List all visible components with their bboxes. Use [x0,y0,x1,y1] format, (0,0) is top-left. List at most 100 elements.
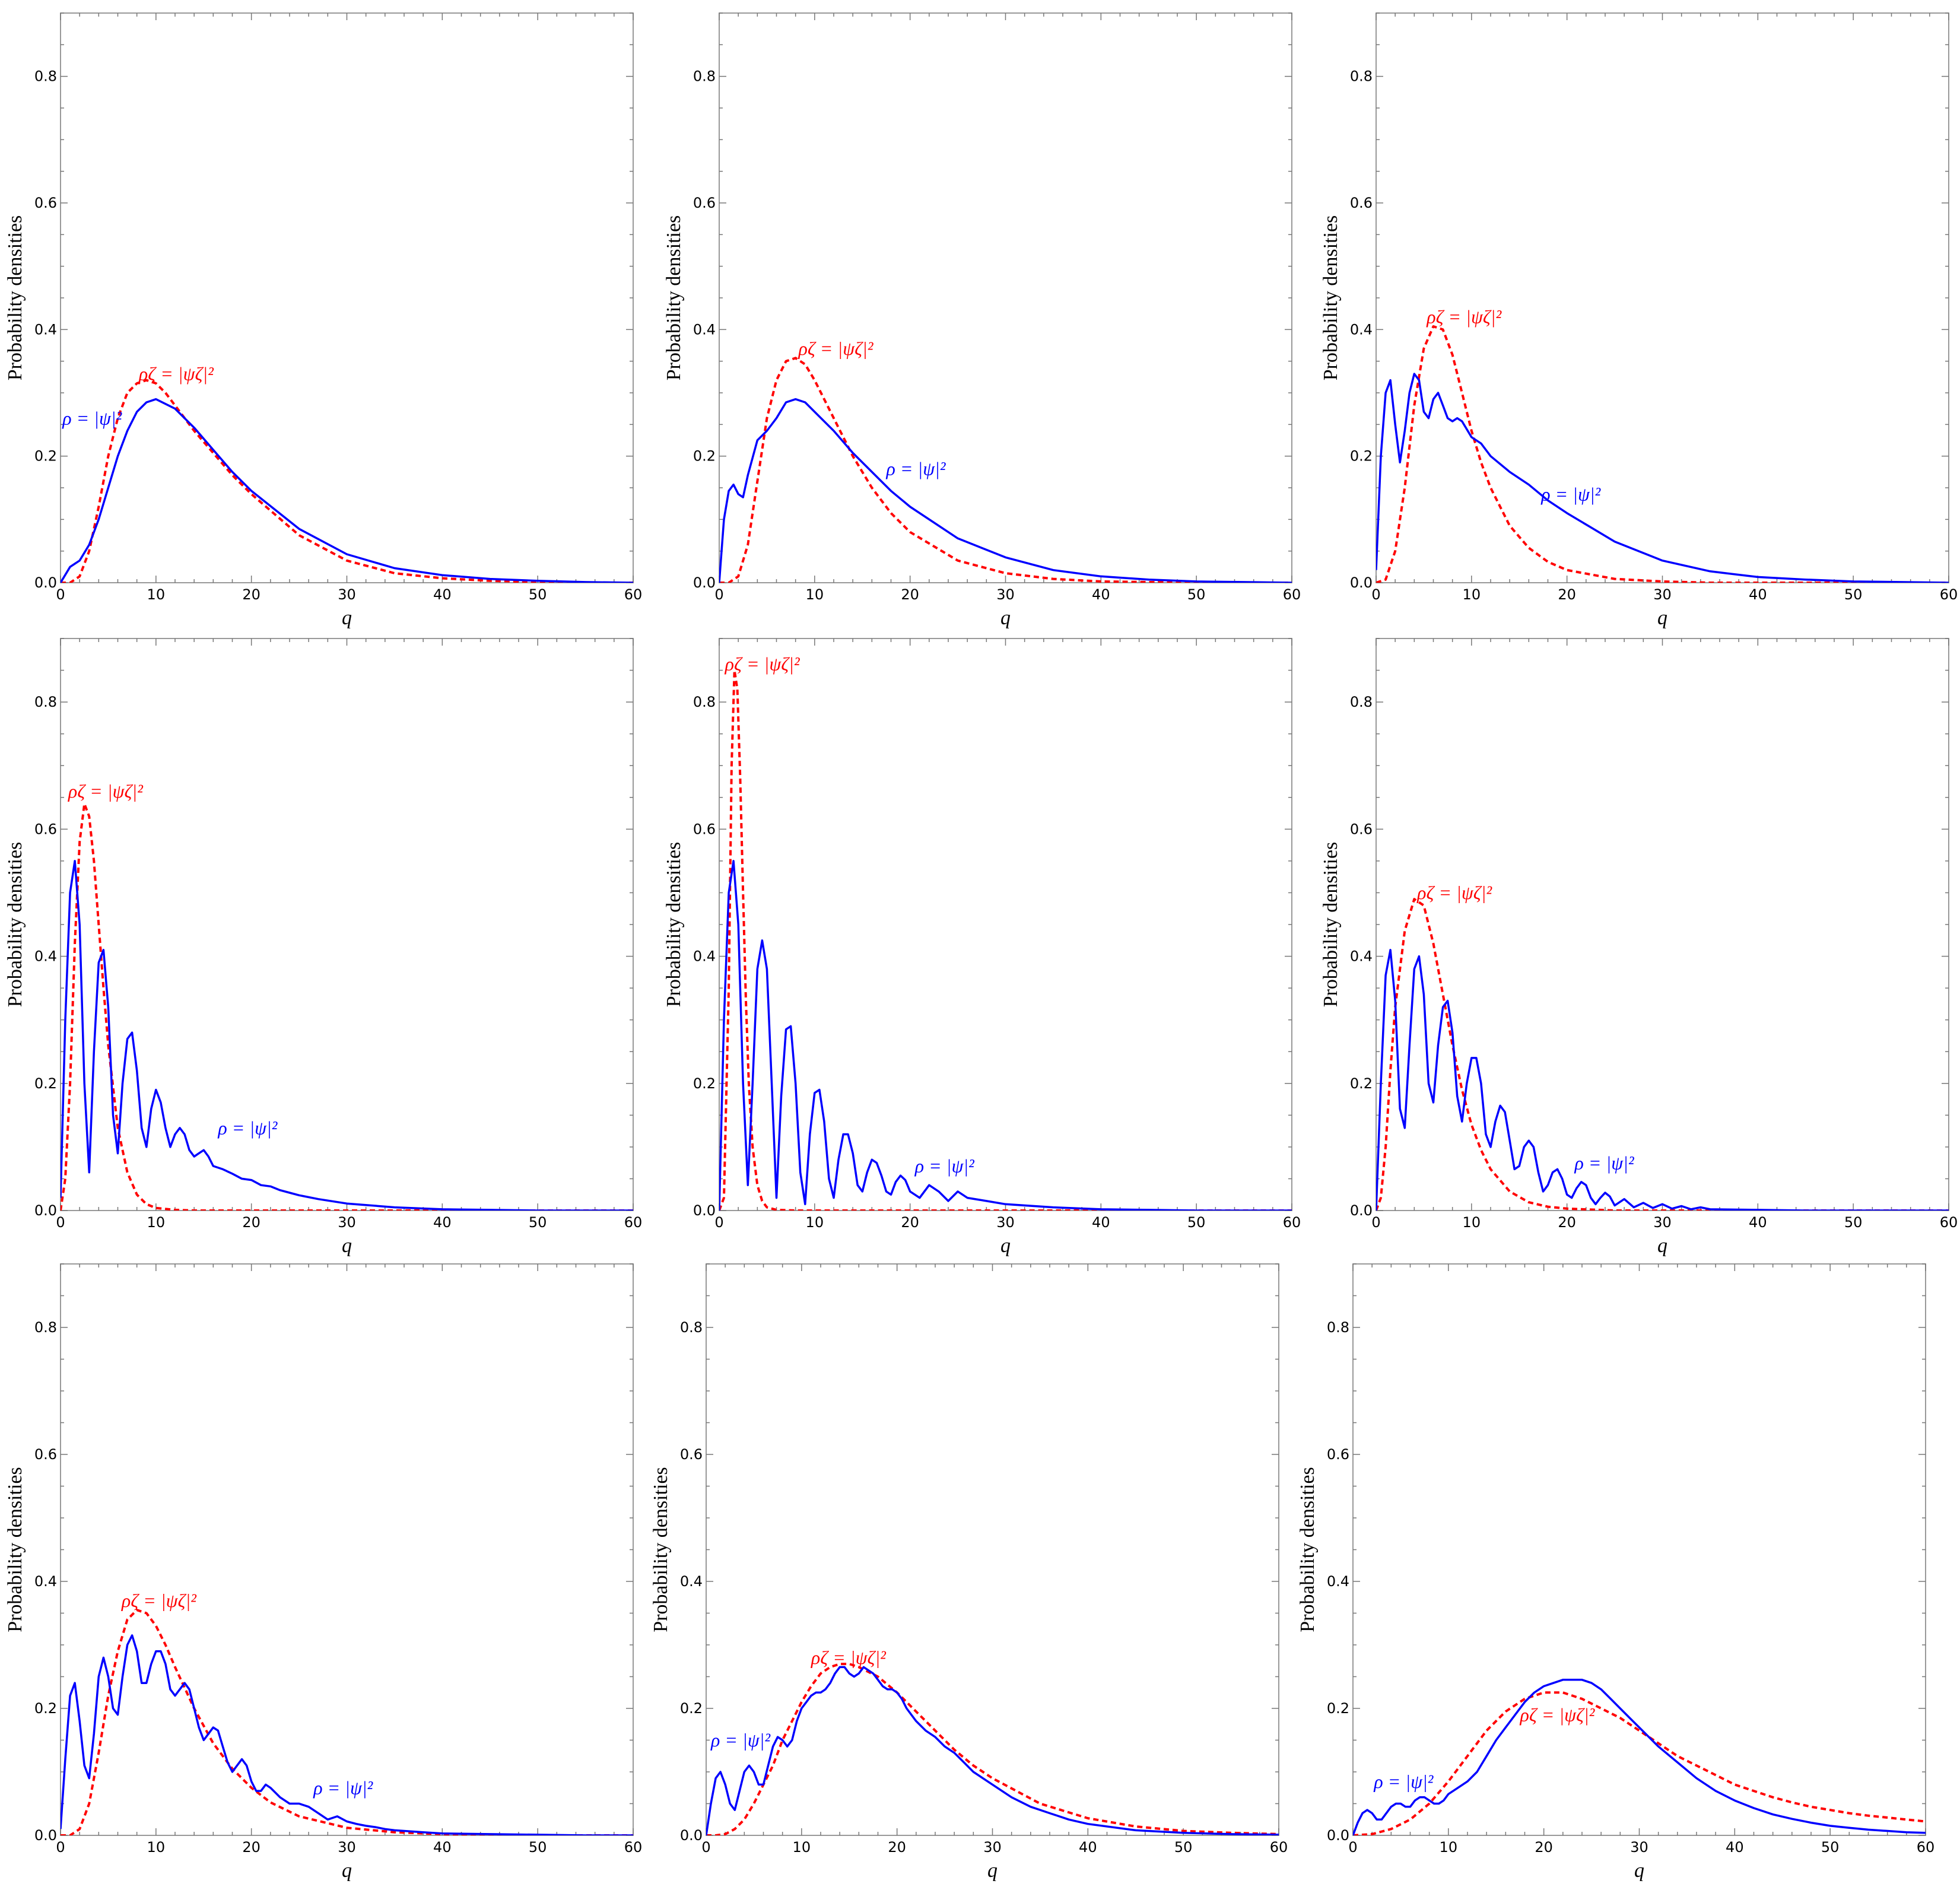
y-tick-label: 0.0 [34,574,57,591]
x-tick-label: 0 [56,1214,65,1231]
y-tick-label: 0.2 [1327,1700,1349,1717]
y-axis-label: Probability densities [1297,1467,1319,1632]
x-tick-label: 60 [1283,1214,1301,1231]
y-tick-label: 0.4 [693,321,716,338]
y-tick-label: 0.4 [680,1573,703,1590]
y-tick-label: 0.4 [1350,321,1373,338]
x-tick-label: 50 [1187,1214,1206,1231]
x-tick-label: 20 [242,1839,261,1856]
x-tick-label: 40 [433,1214,452,1231]
x-tick-label: 50 [1187,586,1206,603]
plot-frame [60,1263,634,1836]
rho-annotation: ρ = |ψ|² [1373,1771,1434,1792]
x-tick-label: 50 [1174,1839,1193,1856]
x-axis-label: q [987,1860,998,1882]
x-axis-label: q [1000,607,1011,629]
y-tick-label: 0.4 [34,321,57,338]
x-tick-label: 20 [901,1214,919,1231]
y-tick-label: 0.2 [1350,448,1373,465]
y-tick-label: 0.0 [1350,574,1373,591]
plot-frame [1376,638,1949,1211]
rho-zeta-annotation: ρζ = |ψζ|² [121,1590,197,1611]
x-tick-label: 40 [1092,1214,1110,1231]
x-tick-label: 60 [624,1214,643,1231]
rho-annotation: ρ = |ψ|² [710,1729,771,1751]
y-tick-label: 0.8 [693,694,716,710]
series-rho-line [1376,949,1949,1211]
x-tick-label: 10 [793,1839,811,1856]
x-tick-label: 20 [1535,1839,1553,1856]
series-rho-line [1353,1679,1926,1835]
rho-zeta-annotation: ρζ = |ψζ|² [138,363,214,385]
y-tick-label: 0.8 [34,694,57,710]
chart-panel-3: 0 10 20 30 40 50 60 0.0 0.2 0.4 0.6 0.8 q Probability… [1320,12,1958,629]
series-rho-zeta-line [719,357,1292,583]
x-tick-label: 50 [1844,586,1863,603]
plot-frame [719,12,1292,583]
y-tick-label: 0.2 [34,1700,57,1717]
series-rho-zeta-line [1376,325,1949,583]
x-tick-label: 60 [624,586,643,603]
x-axis-label: q [1657,1235,1667,1257]
x-tick-label: 0 [56,1839,65,1856]
y-tick-label: 0.6 [680,1446,703,1463]
x-tick-label: 20 [1558,1214,1576,1231]
rho-zeta-annotation: ρζ = |ψζ|² [1426,306,1502,328]
x-axis-label: q [342,607,352,629]
x-tick-label: 10 [1440,1839,1458,1856]
y-tick-label: 0.6 [693,821,716,837]
chart-panel-8: 0 10 20 30 40 50 60 0.0 0.2 0.4 0.6 0.8 q Probability… [650,1263,1288,1882]
y-tick-label: 0.4 [34,948,57,965]
rho-zeta-annotation: ρζ = |ψζ|² [811,1647,887,1668]
rho-annotation: ρ = |ψ|² [313,1777,373,1798]
x-tick-label: 0 [1348,1839,1357,1856]
x-axis-label: q [1634,1860,1644,1882]
x-tick-label: 0 [714,1214,723,1231]
chart-panel-1: 0 10 20 30 40 50 60 0.0 0.2 0.4 0.6 0.8 q Probability… [4,12,643,629]
chart-panel-2: 0 10 20 30 40 50 60 0.0 0.2 0.4 0.6 0.8 q Probability… [663,12,1301,629]
y-axis-label: Probability densities [1320,215,1342,381]
series-rho-zeta-line [61,379,633,583]
y-tick-label: 0.2 [1350,1075,1373,1092]
x-tick-label: 0 [701,1839,710,1856]
plot-frame [706,1263,1279,1836]
plot-frame [1376,12,1949,583]
series-rho-line [706,1666,1279,1835]
chart-panel-7: 0 10 20 30 40 50 60 0.0 0.2 0.4 0.6 0.8 q Probability… [4,1263,642,1882]
x-tick-label: 30 [338,1839,356,1856]
y-tick-label: 0.4 [34,1573,57,1590]
x-tick-label: 30 [996,586,1015,603]
series-rho-zeta-line [61,802,633,1211]
x-tick-label: 20 [888,1839,906,1856]
x-tick-label: 40 [433,586,452,603]
x-axis-label: q [1657,607,1667,629]
x-axis-label: q [342,1235,352,1257]
series-rho-line [61,860,633,1211]
plot-frame [60,12,634,583]
chart-panel-5: 0 10 20 30 40 50 60 0.0 0.2 0.4 0.6 0.8 q Probability… [663,638,1301,1257]
x-tick-label: 20 [901,586,919,603]
x-tick-label: 20 [242,586,261,603]
series-rho-zeta-line [61,1609,633,1835]
series-rho-zeta-line [706,1663,1279,1835]
series-rho-line [1376,373,1949,583]
y-tick-label: 0.8 [34,68,57,85]
y-tick-label: 0.6 [34,821,57,837]
x-tick-label: 40 [1079,1839,1097,1856]
x-tick-label: 30 [338,586,356,603]
x-tick-label: 40 [1749,1214,1767,1231]
x-tick-label: 10 [147,1839,166,1856]
series-rho-zeta-line [719,669,1292,1211]
rho-annotation: ρ = |ψ|² [1540,483,1601,504]
x-tick-label: 10 [806,586,824,603]
y-tick-label: 0.8 [1350,694,1373,710]
y-axis-label: Probability densities [1320,842,1342,1008]
rho-zeta-annotation: ρζ = |ψζ|² [725,653,800,675]
x-axis-label: q [342,1860,352,1882]
rho-annotation: ρ = |ψ|² [62,407,122,428]
y-tick-label: 0.0 [34,1827,57,1844]
y-tick-label: 0.2 [693,448,716,465]
x-tick-label: 50 [529,1839,547,1856]
y-axis-label: Probability densities [663,842,685,1008]
